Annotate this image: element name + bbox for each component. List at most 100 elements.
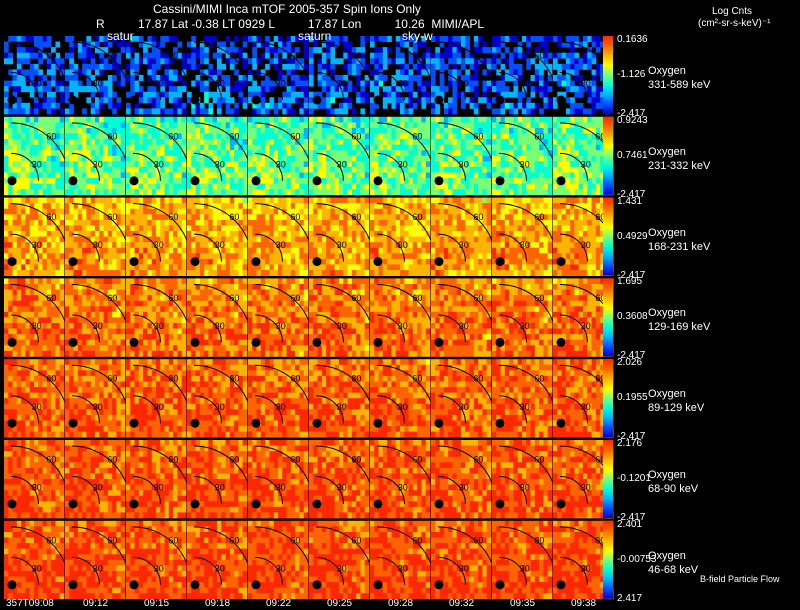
- heatmap-cell: [583, 133, 588, 140]
- heatmap-cell: [486, 172, 492, 179]
- heatmap-cell: [204, 208, 209, 215]
- heatmap-cell: [374, 52, 379, 59]
- heatmap-cell: [265, 52, 270, 59]
- heatmap-cell: [160, 253, 165, 260]
- heatmap-cell: [309, 242, 314, 249]
- heatmap-cell: [21, 270, 26, 276]
- heatmap-cell: [242, 178, 248, 185]
- heatmap-cell: [177, 183, 183, 190]
- heatmap-cell: [103, 161, 109, 168]
- heatmap-cell: [370, 242, 375, 249]
- heatmap-cell: [107, 183, 113, 190]
- heatmap-cell: [443, 178, 449, 185]
- heatmap-cell: [578, 139, 584, 146]
- heatmap-cell: [469, 172, 475, 179]
- heatmap-cell: [252, 189, 257, 196]
- heatmap-cell: [195, 166, 201, 173]
- heatmap-cell: [238, 178, 244, 185]
- heatmap-cell: [248, 172, 253, 179]
- heatmap-cell: [456, 242, 462, 249]
- heatmap-cell: [126, 231, 131, 237]
- heatmap-cell: [482, 47, 488, 54]
- heatmap-cell: [435, 150, 440, 157]
- heatmap-cell: [400, 208, 405, 215]
- heatmap-cell: [199, 80, 205, 87]
- heatmap-cell: [309, 231, 314, 237]
- heatmap-cell: [370, 197, 375, 204]
- heatmap-cell: [38, 161, 43, 168]
- heatmap-cell: [229, 150, 235, 157]
- heatmap-cell: [151, 122, 157, 129]
- heatmap-cell: [309, 197, 314, 204]
- heatmap-cell: [295, 231, 300, 237]
- contour-30: [10, 72, 39, 101]
- heatmap-cell: [400, 197, 405, 204]
- heatmap-cell: [208, 144, 214, 151]
- heatmap-cell: [513, 52, 519, 59]
- heatmap-cell: [591, 108, 597, 115]
- heatmap-cell: [500, 139, 506, 146]
- heatmap-cell: [130, 214, 135, 221]
- heatmap-cell: [309, 69, 314, 76]
- heatmap-cell: [107, 208, 113, 215]
- heatmap-cell: [421, 203, 427, 210]
- heatmap-cell: [260, 52, 266, 59]
- heatmap-cell: [431, 258, 436, 265]
- heatmap-cell: [73, 139, 79, 146]
- heatmap-cell: [199, 47, 205, 54]
- heatmap-cell: [509, 178, 514, 185]
- heatmap-cell: [469, 133, 475, 140]
- heatmap-cell: [221, 231, 226, 237]
- heatmap-cell: [103, 133, 109, 140]
- heatmap-cell: [557, 80, 562, 87]
- heatmap-cell: [217, 161, 222, 168]
- heatmap-cell: [143, 150, 148, 157]
- heatmap-cell: [151, 97, 157, 104]
- heatmap-cell: [55, 225, 61, 232]
- heatmap-cell: [126, 242, 131, 249]
- heatmap-cell: [116, 116, 122, 123]
- heatmap-cell: [12, 139, 18, 146]
- contour-label-30: 30: [215, 240, 225, 250]
- heatmap-cell: [321, 161, 327, 168]
- heatmap-cell: [86, 197, 92, 204]
- heatmap-cell: [256, 236, 262, 243]
- heatmap-cell: [168, 127, 174, 134]
- heatmap-cell: [583, 108, 588, 115]
- heatmap-cell: [217, 172, 222, 179]
- heatmap-cell: [46, 63, 52, 70]
- contour-label-60: 60: [534, 131, 544, 141]
- heatmap-cell: [221, 236, 226, 243]
- heatmap-cell: [73, 208, 79, 215]
- heatmap-cell: [330, 139, 336, 146]
- heatmap-cell: [168, 144, 174, 151]
- heatmap-cell: [168, 178, 174, 185]
- heatmap-cell: [199, 69, 205, 76]
- heatmap-cell: [526, 102, 531, 109]
- heatmap-cell: [126, 214, 131, 221]
- heatmap-cell: [500, 52, 506, 59]
- heatmap-cell: [242, 225, 248, 232]
- heatmap-cell: [351, 116, 357, 123]
- heatmap-cell: [482, 161, 488, 168]
- heatmap-cell: [439, 155, 445, 162]
- heatmap-cell: [500, 122, 506, 129]
- heatmap-cell: [465, 242, 470, 249]
- heatmap-cell: [547, 189, 553, 196]
- heatmap-cell: [456, 133, 462, 140]
- heatmap-cell: [526, 97, 531, 104]
- heatmap-cell: [55, 242, 61, 249]
- heatmap-cell: [116, 63, 122, 70]
- heatmap-cell: [21, 258, 26, 265]
- heatmap-cell: [51, 242, 56, 249]
- heatmap-cell: [539, 63, 544, 70]
- heatmap-cell: [204, 231, 209, 237]
- heatmap-cell: [260, 178, 266, 185]
- heatmap-cell: [234, 208, 239, 215]
- heatmap-cell: [492, 197, 497, 204]
- heatmap-cell: [221, 197, 226, 204]
- heatmap-cell: [21, 144, 26, 151]
- heatmap-cell: [482, 189, 488, 196]
- heatmap-cell: [530, 178, 536, 185]
- heatmap-cell: [452, 133, 458, 140]
